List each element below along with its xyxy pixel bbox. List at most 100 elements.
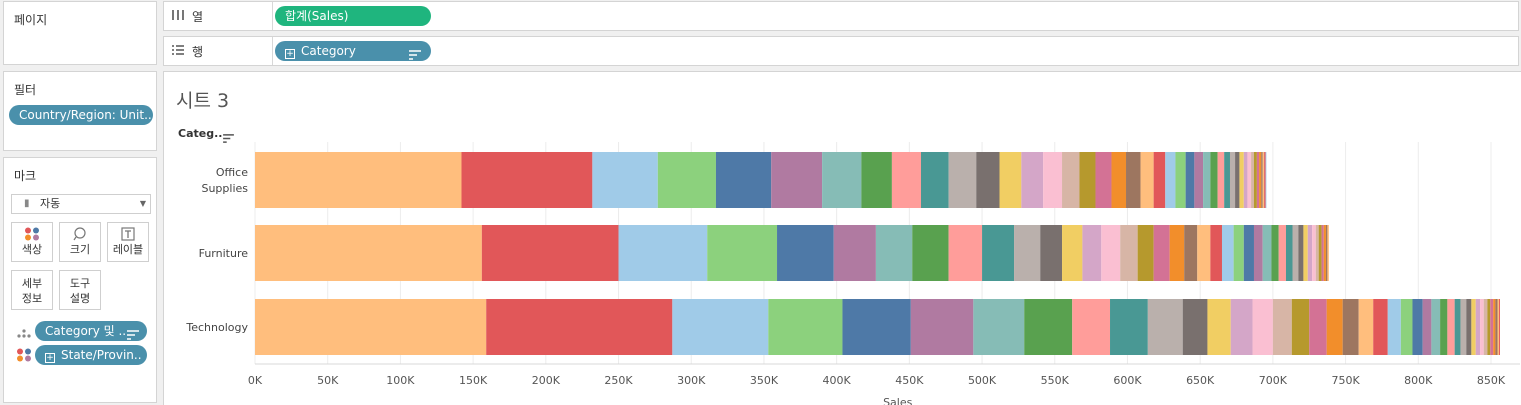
bar-segment[interactable] (707, 225, 778, 281)
bar-segment[interactable] (1271, 225, 1279, 281)
bar-segment[interactable] (1243, 225, 1254, 281)
bar-segment[interactable] (1095, 152, 1112, 208)
bar-segment[interactable] (1400, 299, 1413, 355)
bar-segment[interactable] (1490, 299, 1494, 355)
bar-segment[interactable] (1342, 299, 1359, 355)
bar-segment[interactable] (1497, 299, 1499, 355)
bar-segment[interactable] (1493, 299, 1496, 355)
bar-segment[interactable] (1230, 299, 1253, 355)
bar-segment[interactable] (1243, 152, 1248, 208)
bar-segment[interactable] (1498, 299, 1500, 355)
bar-segment[interactable] (912, 225, 949, 281)
bar-segment[interactable] (1262, 152, 1265, 208)
bar-segment[interactable] (1247, 152, 1252, 208)
bar-segment[interactable] (1239, 152, 1244, 208)
bar-segment[interactable] (1062, 225, 1083, 281)
color-button[interactable]: 색상 (11, 222, 53, 262)
bar-segment[interactable] (255, 225, 482, 281)
bar-segment[interactable] (1185, 152, 1195, 208)
bar-segment[interactable] (1194, 152, 1204, 208)
bar-segment[interactable] (861, 152, 892, 208)
bar-segment[interactable] (1475, 299, 1481, 355)
bar-segment[interactable] (1014, 225, 1041, 281)
bar-segment[interactable] (1165, 152, 1176, 208)
bar-segment[interactable] (1235, 152, 1240, 208)
bar-segment[interactable] (1251, 152, 1254, 208)
bar-segment[interactable] (982, 225, 1015, 281)
mark-pill-state[interactable]: + State/Provin.. (35, 345, 147, 365)
bar-segment[interactable] (1291, 299, 1310, 355)
bar-segment[interactable] (1480, 299, 1484, 355)
bar-segment[interactable] (1298, 225, 1304, 281)
bar-segment[interactable] (1126, 152, 1141, 208)
bar-segment[interactable] (1454, 299, 1461, 355)
bar-segment[interactable] (920, 152, 949, 208)
detail-button[interactable]: 세부 정보 (11, 270, 53, 310)
mark-pill-category[interactable]: Category 및 .. (35, 321, 147, 341)
bar-segment[interactable] (1259, 152, 1262, 208)
bar-segment[interactable] (1495, 299, 1498, 355)
bar-segment[interactable] (255, 299, 487, 355)
bar-segment[interactable] (461, 152, 593, 208)
bar-segment[interactable] (1285, 225, 1293, 281)
mark-type-dropdown[interactable]: ▮ 자동 ▼ (11, 194, 151, 214)
bar-segment[interactable] (618, 225, 708, 281)
bar-segment[interactable] (1431, 299, 1441, 355)
bar-segment[interactable] (1147, 299, 1183, 355)
bar-segment[interactable] (1303, 225, 1308, 281)
bar-segment[interactable] (777, 225, 834, 281)
bar-segment[interactable] (672, 299, 769, 355)
bar-segment[interactable] (1137, 225, 1154, 281)
bar-segment[interactable] (1182, 299, 1208, 355)
bar-segment[interactable] (1309, 299, 1327, 355)
bar-segment[interactable] (1120, 225, 1138, 281)
bar-segment[interactable] (1326, 299, 1343, 355)
bar-segment[interactable] (1358, 299, 1374, 355)
bar-segment[interactable] (1101, 225, 1121, 281)
bar-segment[interactable] (715, 152, 772, 208)
bar-segment[interactable] (1264, 152, 1266, 208)
bar-segment[interactable] (1460, 299, 1467, 355)
rows-pill-category[interactable]: + Category (275, 41, 431, 61)
bar-segment[interactable] (1447, 299, 1455, 355)
bar-segment[interactable] (1483, 299, 1488, 355)
bar-segment[interactable] (1265, 152, 1267, 208)
bar-segment[interactable] (1224, 152, 1230, 208)
bar-segment[interactable] (1210, 152, 1218, 208)
label-button[interactable]: 레이블 (107, 222, 149, 262)
bar-segment[interactable] (1221, 225, 1234, 281)
size-button[interactable]: 크기 (59, 222, 101, 262)
bar-segment[interactable] (1440, 299, 1448, 355)
bar-segment[interactable] (1153, 225, 1170, 281)
bar-segment[interactable] (910, 299, 974, 355)
bar-segment[interactable] (1315, 225, 1319, 281)
bar-segment[interactable] (481, 225, 619, 281)
bar-segment[interactable] (1318, 225, 1322, 281)
bar-segment[interactable] (592, 152, 658, 208)
bar-segment[interactable] (1217, 152, 1225, 208)
bar-segment[interactable] (1325, 225, 1328, 281)
bar-segment[interactable] (891, 152, 921, 208)
tooltip-button[interactable]: 도구 설명 (59, 270, 101, 310)
bar-segment[interactable] (842, 299, 911, 355)
filter-pill[interactable]: Country/Region: Unit.. (9, 105, 153, 125)
bar-segment[interactable] (1256, 152, 1260, 208)
bar-segment[interactable] (1203, 152, 1211, 208)
bar-segment[interactable] (1262, 225, 1272, 281)
bar-segment[interactable] (1292, 225, 1299, 281)
bar-segment[interactable] (1252, 299, 1273, 355)
bar-segment[interactable] (1043, 152, 1063, 208)
bar-segment[interactable] (1312, 225, 1316, 281)
bar-segment[interactable] (1253, 225, 1263, 281)
bar-segment[interactable] (1272, 299, 1292, 355)
bar-segment[interactable] (1040, 225, 1063, 281)
bar-segment[interactable] (1062, 152, 1080, 208)
bar-segment[interactable] (1278, 225, 1286, 281)
bar-segment[interactable] (976, 152, 1000, 208)
bar-segment[interactable] (1233, 225, 1244, 281)
bar-segment[interactable] (1021, 152, 1044, 208)
bar-segment[interactable] (948, 225, 983, 281)
bar-segment[interactable] (1253, 152, 1257, 208)
bar-segment[interactable] (1412, 299, 1423, 355)
bar-segment[interactable] (1175, 152, 1186, 208)
